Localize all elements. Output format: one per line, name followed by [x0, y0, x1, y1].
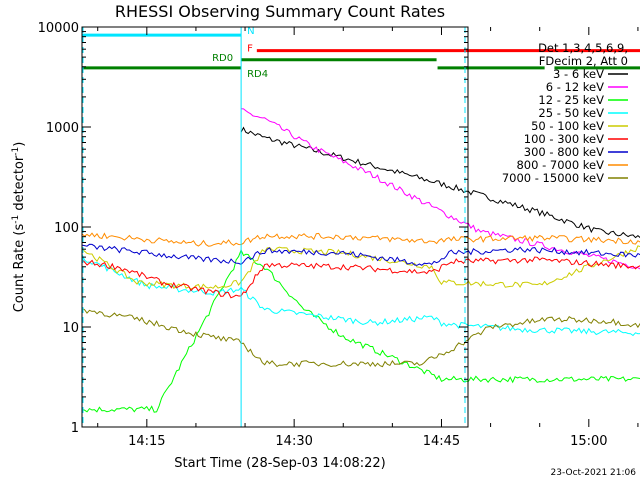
legend-label-7000-15000-kev: 7000 - 15000 keV: [502, 171, 604, 185]
series-line-7000-15000-kev: [81, 307, 640, 368]
series-line-3-6-kev: [240, 126, 640, 239]
y-tick-label: 100: [54, 221, 79, 236]
legend-label-12-25-kev: 12 - 25 keV: [538, 93, 604, 107]
x-axis-label: Start Time (28-Sep-03 14:08:22): [174, 456, 385, 471]
legend: Det 1,3,4,5,6,9, FDecim 2, Att 0 3 - 6 k…: [502, 41, 628, 185]
series-line-50-100-kev: [81, 245, 640, 291]
series-line-12-25-kev: [81, 248, 640, 413]
y-tick-label: 1: [71, 421, 79, 436]
flag-label-n: N: [247, 26, 254, 37]
flag-bars: NF RD0 RD4: [82, 26, 640, 80]
series-line-100-300-kev: [81, 256, 640, 299]
legend-label-3-6-kev: 3 - 6 keV: [553, 67, 604, 81]
y-tick-label: 10: [62, 321, 79, 336]
legend-label-6-12-kev: 6 - 12 keV: [546, 80, 604, 94]
legend-label-100-300-kev: 100 - 300 keV: [524, 132, 604, 146]
legend-label-300-800-kev: 300 - 800 keV: [524, 145, 604, 159]
series-line-800-7000-kev: [81, 232, 640, 247]
x-tick-label: 14:30: [275, 434, 312, 449]
series-line-6-12-kev: [241, 108, 640, 270]
x-tick-label: 15:00: [570, 434, 607, 449]
legend-label-50-100-kev: 50 - 100 keV: [531, 119, 604, 133]
legend-header-line-1: Det 1,3,4,5,6,9,: [538, 41, 628, 55]
footer-date: 23-Oct-2021 21:06: [551, 468, 637, 478]
chart-title: RHESSI Observing Summary Count Rates: [115, 2, 445, 21]
flag-label-rd4: RD4: [247, 69, 268, 80]
y-axis-ticks: 1 10 100 1000 10000: [38, 21, 468, 436]
x-tick-label: 14:45: [423, 434, 460, 449]
legend-label-800-7000-kev: 800 - 7000 keV: [516, 158, 604, 172]
legend-label-25-50-kev: 25 - 50 keV: [538, 106, 604, 120]
series-lines: [81, 108, 640, 413]
x-tick-label: 14:15: [128, 434, 165, 449]
flag-label-f: F: [247, 44, 253, 55]
y-axis-label: Count Rate (s-1 detector-1): [11, 142, 27, 313]
flag-label-rd0: RD0: [212, 53, 233, 64]
y-tick-label: 10000: [38, 21, 79, 36]
y-tick-label: 1000: [46, 121, 79, 136]
legend-header-line-2: FDecim 2, Att 0: [539, 54, 628, 68]
series-line-25-50-kev: [81, 254, 640, 337]
series-line-300-800-kev: [81, 243, 640, 266]
